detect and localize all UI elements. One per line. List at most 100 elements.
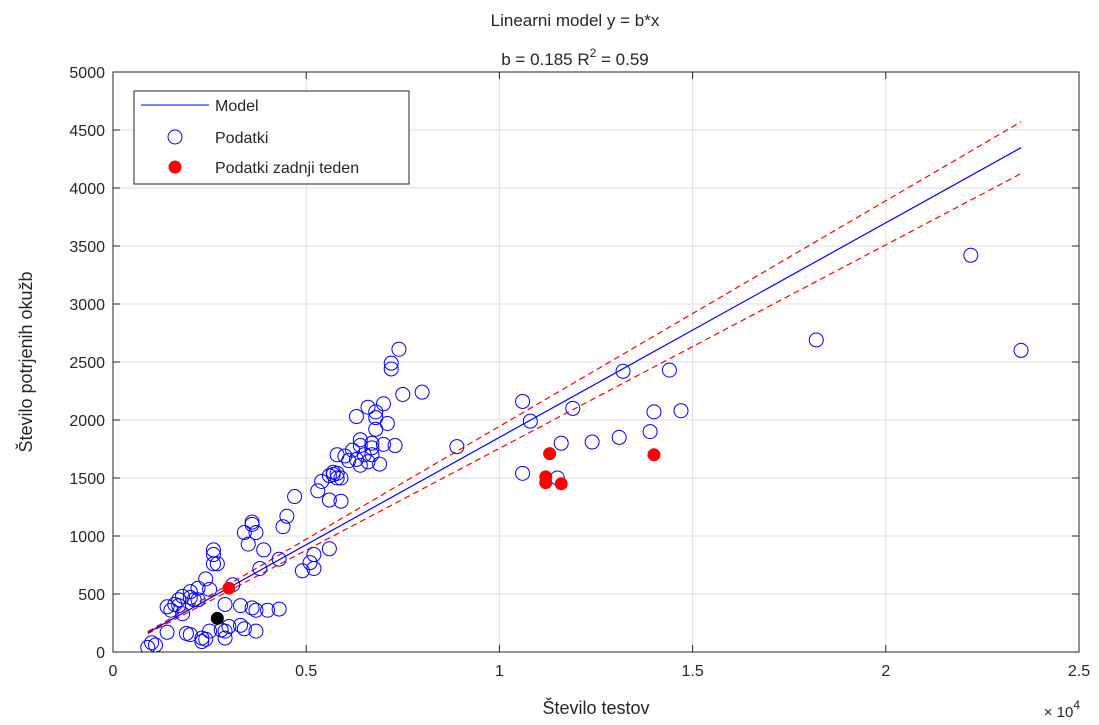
data-point — [395, 386, 411, 402]
model-line-group — [147, 147, 1022, 634]
data-point — [364, 447, 380, 463]
y-tick-label: 4500 — [69, 123, 105, 140]
data-point — [337, 448, 353, 464]
data-point — [236, 525, 252, 541]
confidence-upper-line — [147, 121, 1022, 633]
data-point — [198, 571, 214, 587]
data-point — [233, 617, 249, 633]
data-point — [449, 439, 465, 455]
last-week-point — [647, 448, 661, 462]
model-line — [147, 147, 1022, 634]
data-point — [522, 413, 538, 429]
x-axis-exponent: × 104 — [1044, 698, 1081, 721]
data-point — [140, 639, 156, 652]
data-point — [329, 465, 345, 481]
last-week-point — [539, 476, 553, 490]
data-point — [375, 396, 391, 412]
data-points — [140, 247, 1029, 652]
data-point — [175, 606, 191, 622]
y-tick-label: 1500 — [69, 471, 105, 488]
data-point — [348, 409, 364, 425]
data-point — [182, 627, 198, 643]
grid-lines — [112, 71, 1080, 653]
data-point — [646, 404, 662, 420]
data-point — [360, 454, 376, 470]
data-point — [391, 341, 407, 357]
data-point — [217, 630, 233, 646]
data-point — [190, 592, 206, 608]
data-point — [205, 556, 221, 572]
last-week-point — [222, 581, 236, 595]
y-tick-label: 2500 — [69, 355, 105, 372]
data-point — [387, 438, 403, 454]
data-point — [553, 435, 569, 451]
y-tick-label: 500 — [78, 587, 105, 604]
data-point — [248, 602, 264, 618]
data-point — [248, 525, 264, 541]
chart-title-line1: Linearni model y = b*x — [491, 11, 660, 30]
data-point — [205, 547, 221, 563]
data-point — [383, 361, 399, 377]
data-point — [271, 601, 287, 617]
data-point — [414, 384, 430, 400]
legend-last-week-label: Podatki zadnji teden — [215, 160, 359, 177]
data-point — [175, 588, 191, 604]
y-tick-label: 3000 — [69, 297, 105, 314]
y-tick-label: 1000 — [69, 529, 105, 546]
data-point — [221, 618, 237, 634]
data-point — [275, 519, 291, 535]
data-point — [963, 247, 979, 263]
data-point — [808, 332, 824, 348]
data-point — [233, 598, 249, 614]
data-point — [148, 637, 164, 652]
x-tick-label: 2.5 — [1068, 663, 1090, 680]
data-point — [333, 493, 349, 509]
data-point — [352, 438, 368, 454]
chart-title-line2: b = 0.185 R2 = 0.59 — [501, 46, 649, 69]
data-point — [217, 596, 233, 612]
data-point — [252, 560, 268, 576]
data-point — [248, 623, 264, 639]
data-point — [271, 551, 287, 567]
legend: Model Podatki Podatki zadnji teden — [133, 90, 410, 185]
data-point — [368, 404, 384, 420]
data-point — [194, 634, 210, 650]
data-point — [260, 602, 276, 618]
data-point — [217, 623, 233, 639]
x-tick-label: 1.5 — [681, 663, 703, 680]
data-point — [159, 599, 175, 615]
data-point — [202, 581, 218, 597]
data-point — [159, 624, 175, 640]
x-axis-ticks: 0 0.5 1 1.5 2 2.5 — [109, 72, 1090, 680]
data-point — [287, 489, 303, 505]
data-point — [182, 589, 198, 605]
y-tick-label: 5000 — [69, 65, 105, 82]
data-point — [279, 508, 295, 524]
legend-model-label: Model — [215, 98, 259, 115]
data-point — [209, 556, 225, 572]
highlight-point — [210, 611, 224, 625]
data-point — [364, 435, 380, 451]
data-point — [515, 465, 531, 481]
last-week-point — [543, 447, 557, 461]
data-point — [244, 600, 260, 616]
data-point — [375, 436, 391, 452]
x-tick-label: 0 — [109, 663, 118, 680]
data-point — [306, 560, 322, 576]
data-point — [1013, 342, 1029, 358]
confidence-band — [147, 121, 1022, 635]
data-point — [236, 621, 252, 637]
y-tick-label: 2000 — [69, 413, 105, 430]
data-point — [360, 399, 376, 415]
data-point — [364, 440, 380, 456]
data-point — [171, 598, 187, 614]
data-point — [642, 424, 658, 440]
y-tick-label: 0 — [96, 645, 105, 662]
data-point — [329, 470, 345, 486]
data-point — [190, 580, 206, 596]
data-point — [321, 492, 337, 508]
y-axis-ticks: 0 500 1000 1500 2000 2500 3000 3500 4000 4500 5000 — [69, 65, 1079, 662]
data-layer — [140, 121, 1029, 652]
data-point — [333, 470, 349, 486]
